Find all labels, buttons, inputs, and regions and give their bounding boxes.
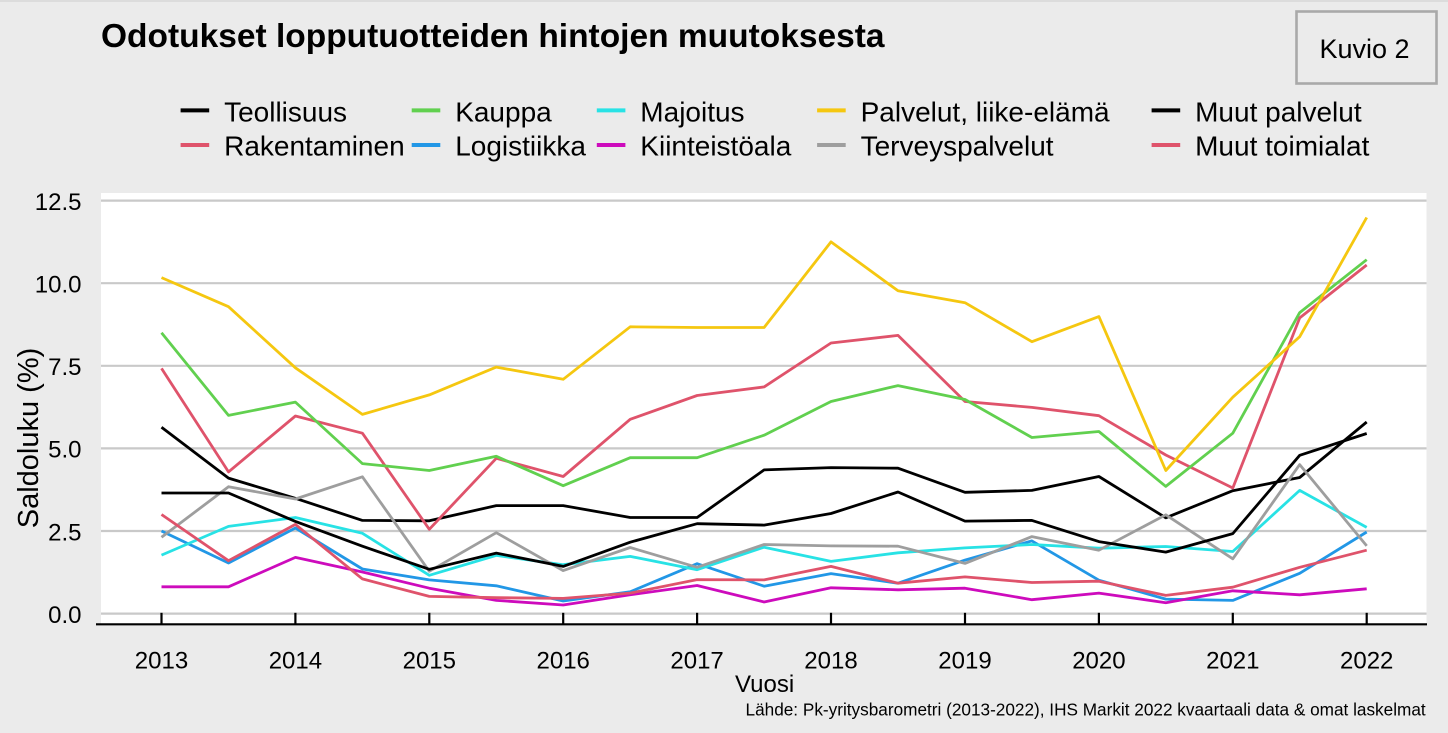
svg-text:2015: 2015 — [403, 647, 456, 674]
svg-text:Terveyspalvelut: Terveyspalvelut — [861, 131, 1054, 162]
svg-text:2017: 2017 — [670, 647, 723, 674]
svg-text:2013: 2013 — [135, 647, 188, 674]
svg-text:Palvelut, liike-elämä: Palvelut, liike-elämä — [861, 96, 1110, 127]
svg-text:2020: 2020 — [1072, 647, 1125, 674]
svg-text:Kiinteistöala: Kiinteistöala — [640, 131, 791, 162]
svg-text:Teollisuus: Teollisuus — [224, 96, 347, 127]
svg-text:Muut palvelut: Muut palvelut — [1195, 96, 1362, 127]
svg-text:Kauppa: Kauppa — [455, 96, 552, 127]
svg-text:5.0: 5.0 — [48, 437, 81, 464]
svg-text:0.0: 0.0 — [48, 602, 81, 629]
svg-text:2014: 2014 — [269, 647, 322, 674]
svg-text:Lähde: Pk-yritysbarometri (201: Lähde: Pk-yritysbarometri (2013-2022), I… — [746, 700, 1426, 720]
svg-text:10.0: 10.0 — [35, 272, 82, 299]
svg-text:Vuosi: Vuosi — [735, 671, 794, 698]
svg-text:7.5: 7.5 — [48, 354, 81, 381]
svg-text:Muut toimialat: Muut toimialat — [1195, 131, 1370, 162]
svg-text:Rakentaminen: Rakentaminen — [224, 131, 405, 162]
svg-text:Kuvio 2: Kuvio 2 — [1319, 34, 1409, 64]
svg-text:2.5: 2.5 — [48, 519, 81, 546]
svg-text:2018: 2018 — [804, 647, 857, 674]
svg-text:2022: 2022 — [1340, 647, 1393, 674]
svg-text:Logistiikka: Logistiikka — [455, 131, 586, 162]
svg-text:Saldoluku (%): Saldoluku (%) — [13, 348, 45, 529]
svg-text:Odotukset lopputuotteiden hint: Odotukset lopputuotteiden hintojen muuto… — [101, 18, 885, 55]
svg-text:2021: 2021 — [1206, 647, 1259, 674]
svg-text:Majoitus: Majoitus — [640, 96, 744, 127]
svg-text:12.5: 12.5 — [35, 189, 82, 216]
svg-text:2019: 2019 — [938, 647, 991, 674]
svg-text:2016: 2016 — [537, 647, 590, 674]
